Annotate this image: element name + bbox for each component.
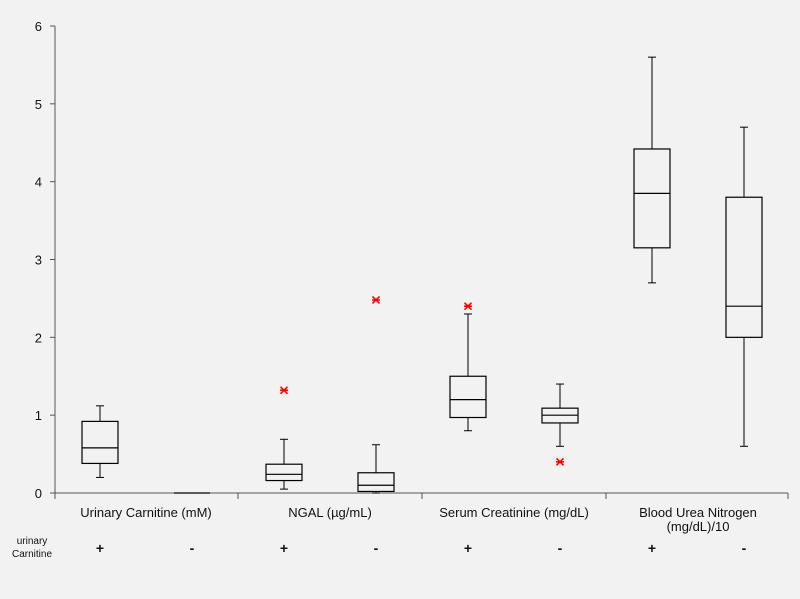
x-category-label: Serum Creatinine (mg/dL) [439,505,589,520]
box-iqr [633,148,671,249]
y-tick-label: 6 [35,19,42,34]
box-iqr [81,420,119,465]
box-iqr [265,463,303,482]
y-tick-label: 4 [35,175,42,190]
y-tick-label: 5 [35,97,42,112]
outlier-point [279,386,289,395]
box-iqr [725,196,763,338]
y-tick-label: 0 [35,486,42,501]
group-sign-label: - [374,540,379,556]
group-sign-label: - [558,540,563,556]
group-sign-label: + [464,540,472,556]
group-sign-label: - [190,540,195,556]
y-tick-label: 3 [35,253,42,268]
outlier-point [555,457,565,466]
group-sign-label: + [648,540,656,556]
x-category-label: Blood Urea Nitrogen [639,505,757,520]
outlier-point [371,295,381,305]
x-category-label: Urinary Carnitine (mM) [80,505,211,520]
box-iqr [357,472,395,493]
y-tick-label: 2 [35,330,42,345]
group-sign-label: - [742,540,747,556]
group-sign-label: + [96,540,104,556]
box-iqr [449,375,487,419]
group-row-label: urinary [17,536,48,547]
y-tick-label: 1 [35,408,42,423]
x-category-label: NGAL (µg/mL) [288,505,372,520]
group-row-label: Carnitine [12,549,52,560]
x-category-label: (mg/dL)/10 [667,519,730,534]
group-sign-label: + [280,540,288,556]
outlier-point [463,302,473,311]
